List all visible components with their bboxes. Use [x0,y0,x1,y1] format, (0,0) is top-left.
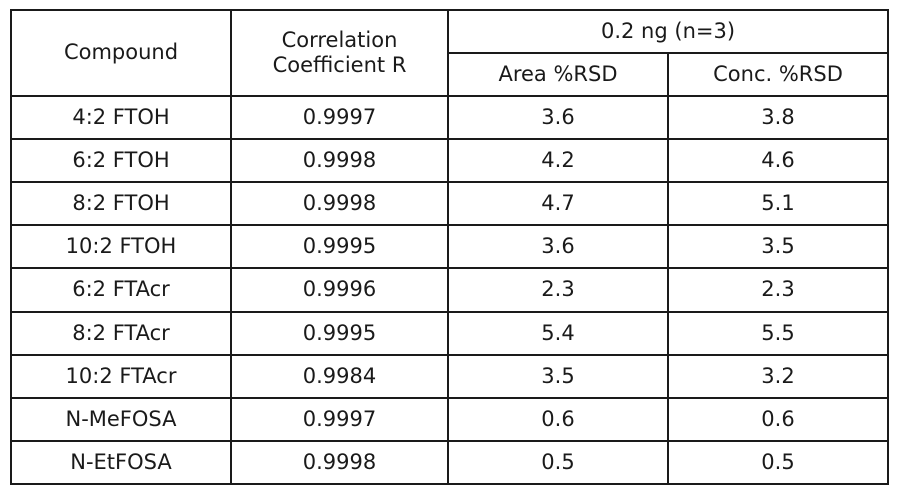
header-compound: Compound [10,9,232,97]
data-table-container: Compound Correlation Coefficient R 0.2 n… [10,9,890,486]
header-correlation-line1: Correlation [281,27,398,52]
cell-conc-rsd: 5.5 [666,310,890,356]
cell-conc-rsd: 4.6 [666,138,890,184]
cell-area-rsd: 3.6 [447,94,669,141]
cell-area-rsd: 0.5 [447,439,669,486]
header-correlation-line2: Coefficient R [272,53,407,77]
cell-compound: N-MeFOSA [10,396,232,442]
cell-correlation: 0.9998 [230,439,449,486]
cell-conc-rsd: 3.2 [666,353,890,399]
table-row: N-EtFOSA 0.9998 0.5 0.5 [10,439,890,486]
cell-area-rsd: 5.4 [447,310,669,356]
cell-compound: 10:2 FTOH [10,224,232,270]
table-row: 6:2 FTOH 0.9998 4.2 4.6 [10,138,890,184]
table-row: 6:2 FTAcr 0.9996 2.3 2.3 [10,267,890,313]
cell-compound: 6:2 FTAcr [10,267,232,313]
table-row: 8:2 FTOH 0.9998 4.7 5.1 [10,181,890,227]
table-row: 8:2 FTAcr 0.9995 5.4 5.5 [10,310,890,356]
table-row: 10:2 FTOH 0.9995 3.6 3.5 [10,224,890,270]
header-group: 0.2 ng (n=3) [446,9,890,54]
header-conc-rsd: Conc. %RSD [666,52,890,97]
header-correlation: Correlation Coefficient R [230,9,449,97]
cell-area-rsd: 4.7 [447,181,669,227]
cell-correlation: 0.9995 [230,310,449,356]
header-area-rsd: Area %RSD [447,52,669,97]
cell-correlation: 0.9998 [230,181,449,227]
table-row: N-MeFOSA 0.9997 0.6 0.6 [10,396,890,442]
cell-correlation: 0.9995 [230,224,449,270]
header-row-1: Compound Correlation Coefficient R 0.2 n… [10,9,890,97]
cell-correlation: 0.9996 [230,267,449,313]
cell-area-rsd: 0.6 [447,396,669,442]
cell-area-rsd: 3.6 [447,224,669,270]
results-table: Compound Correlation Coefficient R 0.2 n… [10,9,890,486]
header-row-2: Area %RSD Conc. %RSD [11,52,890,97]
table-row: 4:2 FTOH 0.9997 3.6 3.8 [10,94,890,141]
cell-compound: 8:2 FTAcr [10,310,232,356]
cell-correlation: 0.9997 [230,396,449,442]
cell-compound: 4:2 FTOH [10,94,232,141]
cell-compound: N-EtFOSA [10,439,232,486]
table-row: 10:2 FTAcr 0.9984 3.5 3.2 [10,353,890,399]
cell-compound: 10:2 FTAcr [10,353,232,399]
cell-compound: 8:2 FTOH [10,181,232,227]
cell-area-rsd: 4.2 [447,138,669,184]
cell-correlation: 0.9997 [230,94,449,141]
cell-correlation: 0.9984 [230,353,449,399]
cell-conc-rsd: 5.1 [666,181,890,227]
cell-conc-rsd: 0.5 [666,439,890,486]
cell-conc-rsd: 3.8 [666,94,890,141]
cell-conc-rsd: 3.5 [666,224,890,270]
cell-conc-rsd: 2.3 [666,267,890,313]
cell-correlation: 0.9998 [230,138,449,184]
cell-compound: 6:2 FTOH [10,138,232,184]
cell-conc-rsd: 0.6 [666,396,890,442]
cell-area-rsd: 3.5 [447,353,669,399]
cell-area-rsd: 2.3 [447,267,669,313]
